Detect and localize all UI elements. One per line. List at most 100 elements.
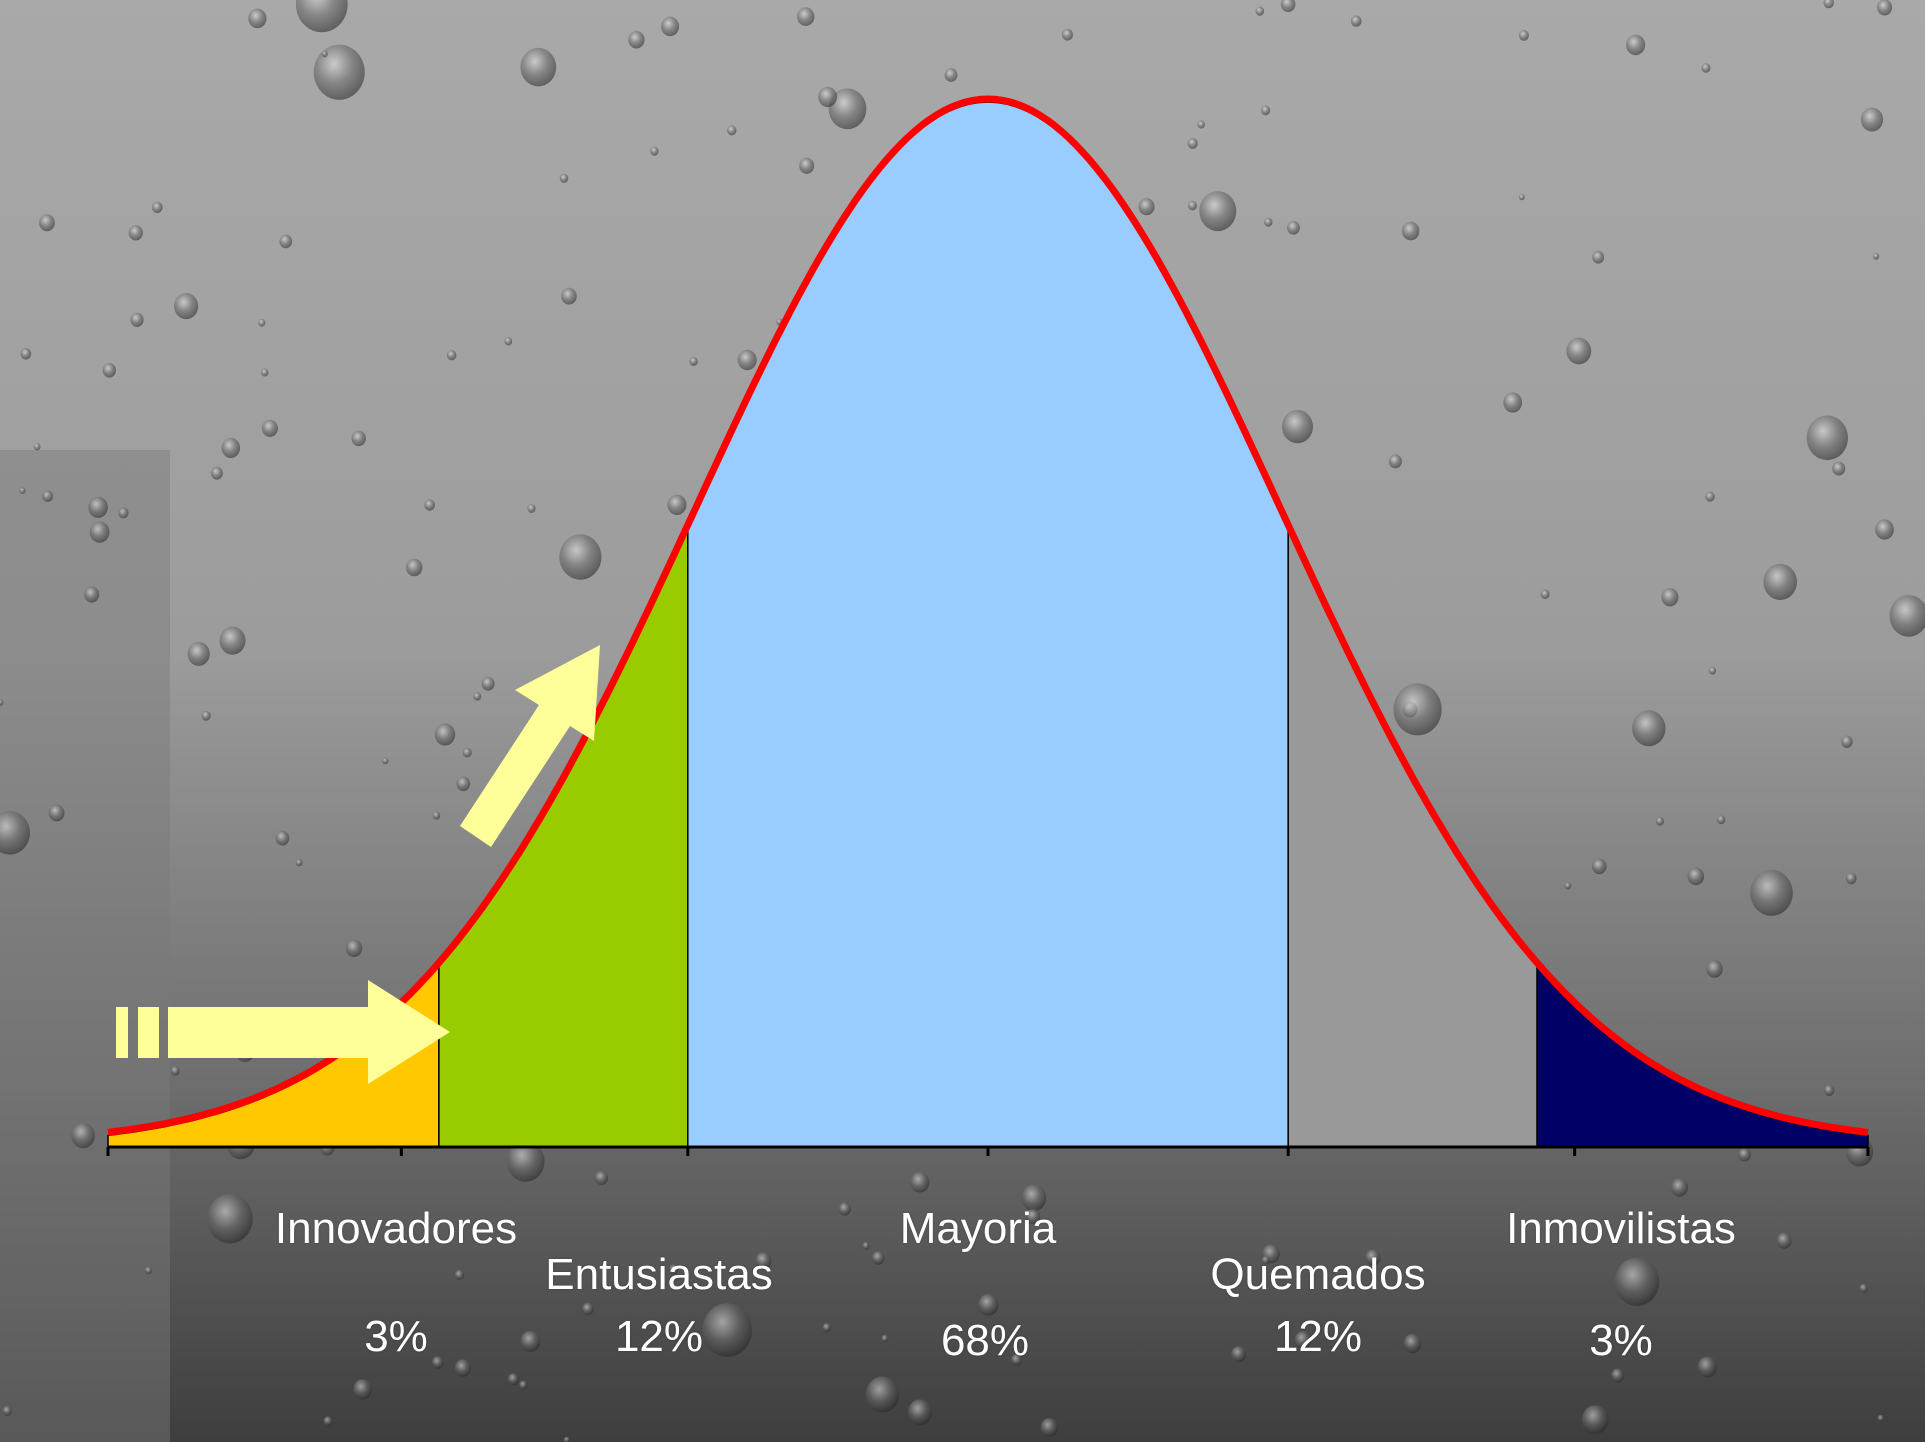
- rain-drop: [1350, 15, 1362, 27]
- rain-drop: [822, 1323, 832, 1333]
- rain-drop: [261, 419, 278, 437]
- rain-drop: [221, 437, 241, 458]
- rain-drop: [42, 490, 53, 503]
- rain-drop: [978, 1293, 999, 1316]
- rain-drop: [1832, 461, 1846, 476]
- rain-drop: [1280, 0, 1296, 13]
- rain-drop: [170, 1066, 180, 1076]
- rain-drop: [1566, 337, 1592, 365]
- rain-drop: [1026, 1208, 1041, 1225]
- rain-drop: [1859, 1283, 1868, 1293]
- rain-drop: [84, 586, 100, 603]
- rain-drop: [321, 50, 328, 58]
- rain-drop: [275, 830, 290, 846]
- rain-drop: [527, 504, 536, 513]
- rain-drop: [519, 1380, 528, 1390]
- rain-drop: [1287, 220, 1300, 235]
- segment-percent-entusiastas: 12%: [614, 1312, 704, 1361]
- rain-drop: [1388, 454, 1402, 469]
- rain-drop: [1540, 589, 1550, 599]
- rain-drop: [1518, 193, 1525, 201]
- rain-drop: [1138, 198, 1155, 216]
- rain-drop: [1062, 28, 1073, 41]
- rain-drop: [1845, 872, 1857, 885]
- rain-drop: [152, 201, 163, 214]
- segment-percent-innovadores: 3%: [364, 1312, 428, 1361]
- rain-drop: [295, 0, 348, 33]
- x-axis: [106, 1145, 1870, 1156]
- rain-drop: [313, 44, 365, 100]
- rain-drop: [174, 293, 199, 320]
- rain-drop: [504, 337, 513, 346]
- rain-drop: [661, 16, 680, 37]
- rain-drop: [0, 699, 4, 706]
- rain-drop: [20, 348, 32, 360]
- rain-drop: [1706, 960, 1723, 978]
- rain-drop: [219, 626, 246, 655]
- rain-drop: [2, 1405, 12, 1416]
- rain-drop: [406, 558, 423, 577]
- segment-areas: [107, 101, 1869, 1148]
- rain-drop: [481, 676, 495, 691]
- segment-percent-inmovilistas: 3%: [1589, 1316, 1653, 1365]
- rain-drop: [1261, 1256, 1270, 1265]
- rain-drop: [667, 494, 687, 515]
- rain-drop: [279, 234, 293, 249]
- rain-drop: [353, 1379, 372, 1400]
- segment-percent-mayoria: 68%: [940, 1316, 1030, 1365]
- rain-drop: [582, 1302, 594, 1316]
- segment-name-inmovilistas: Inmovilistas: [1506, 1204, 1736, 1253]
- rain-drop: [248, 8, 267, 29]
- rain-drop: [351, 430, 366, 447]
- rain-drop: [1592, 858, 1607, 875]
- rain-drop: [71, 1122, 95, 1149]
- rain-drop: [207, 1194, 253, 1244]
- blurred-building: [0, 450, 170, 1442]
- rain-drop: [323, 1416, 333, 1427]
- rain-drop: [594, 1170, 609, 1186]
- rain-drop: [1197, 120, 1205, 129]
- rain-drop: [559, 534, 602, 580]
- rain-drop: [1738, 1147, 1751, 1162]
- rain-drop: [0, 811, 30, 855]
- rain-drop: [872, 1251, 885, 1265]
- rain-drop: [1188, 200, 1197, 211]
- rain-drop: [128, 225, 143, 241]
- rain-drop: [454, 1359, 471, 1377]
- rain-drop: [102, 363, 117, 378]
- rain-drop: [737, 349, 757, 371]
- rain-drop: [1806, 415, 1849, 461]
- arrow-stripe: [116, 1007, 128, 1058]
- rain-drop: [382, 757, 389, 765]
- rain-drop: [48, 804, 65, 822]
- rain-drop: [1402, 221, 1420, 241]
- rain-drop: [1687, 867, 1705, 886]
- rain-drop: [1592, 250, 1605, 264]
- rain-drop: [1611, 1368, 1625, 1383]
- rain-drop: [1697, 1356, 1717, 1378]
- rain-drop: [446, 350, 457, 361]
- rain-drop: [1776, 1232, 1792, 1249]
- rain-drop: [1750, 869, 1793, 916]
- rain-drop: [727, 125, 737, 136]
- rain-drop: [295, 858, 303, 867]
- rain-drop: [1365, 1249, 1381, 1266]
- rain-drop: [563, 1436, 570, 1442]
- rain-drop: [908, 1399, 932, 1425]
- rain-drop: [33, 443, 41, 451]
- rain-drop: [434, 723, 456, 746]
- rain-drop: [1823, 1084, 1835, 1096]
- rain-drop: [1671, 1178, 1688, 1197]
- rain-drop: [89, 521, 110, 543]
- rain-drop: [187, 641, 210, 666]
- right-arrow: [168, 980, 450, 1084]
- rain-drop: [39, 214, 55, 232]
- rain-drop: [1231, 1346, 1246, 1363]
- rain-drop: [650, 146, 659, 156]
- rain-drop: [1875, 519, 1894, 540]
- rain-drop: [1877, 0, 1893, 16]
- rain-drop: [19, 487, 26, 494]
- arrow-stripe: [138, 1007, 159, 1058]
- rain-drop: [88, 496, 108, 518]
- rain-drop: [1873, 252, 1880, 260]
